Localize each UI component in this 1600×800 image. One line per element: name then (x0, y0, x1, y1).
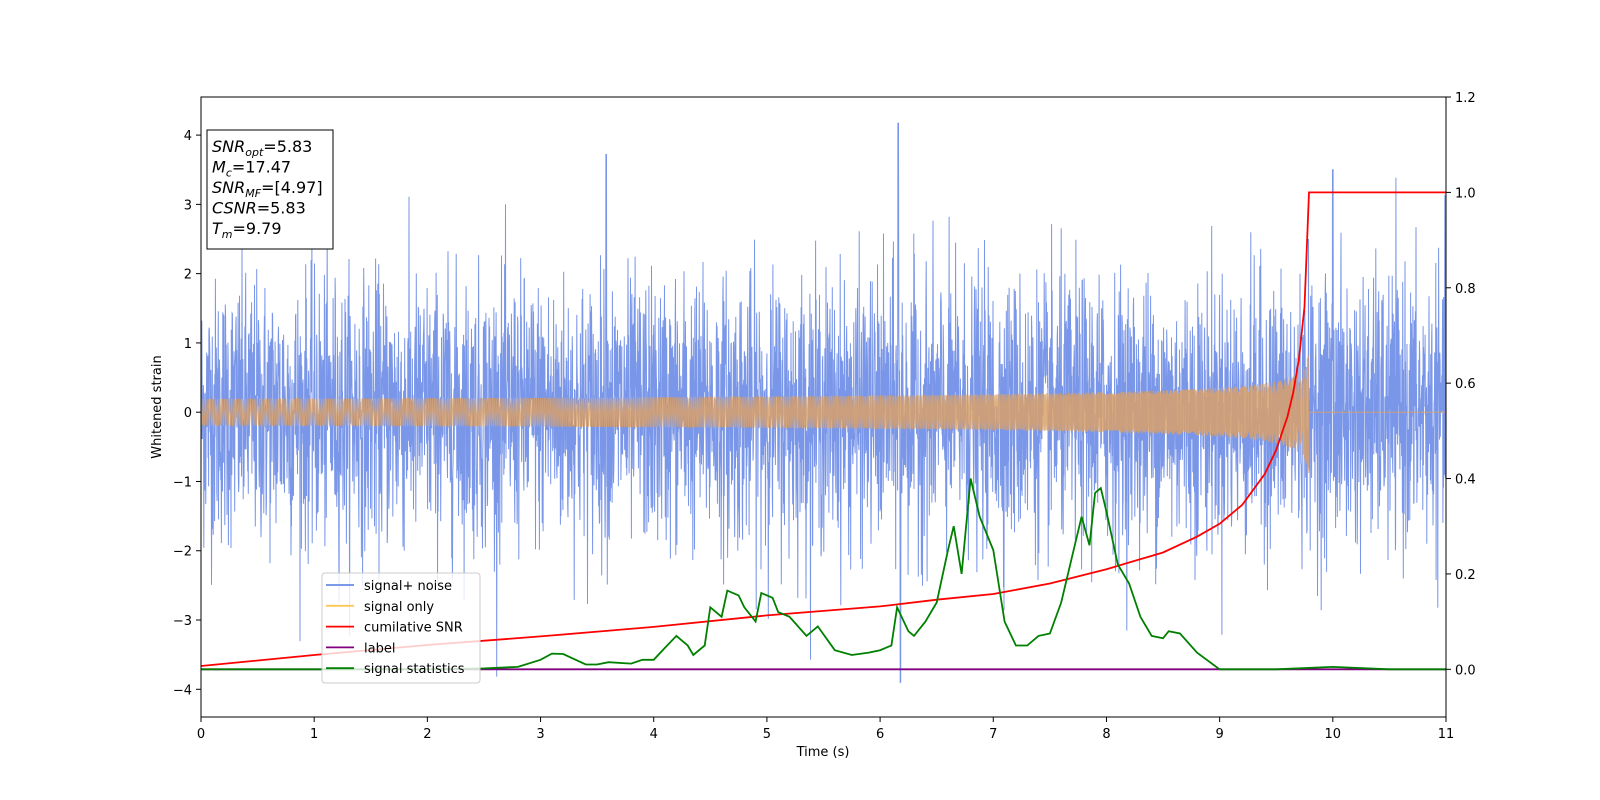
legend-label: signal+ noise (364, 579, 452, 594)
y-left-tick-label: −4 (173, 683, 192, 698)
info-line: Mc=17.47 (212, 158, 291, 180)
series-cumilative-snr (201, 191, 1446, 667)
series-signal-only (201, 355, 1446, 474)
info-var: SNR (212, 178, 245, 197)
info-value: =5.83 (263, 137, 312, 156)
y-right-tick-label: 1.0 (1455, 186, 1476, 201)
info-line: SNRMF=[4.97] (212, 178, 323, 200)
info-sub: c (226, 167, 232, 180)
legend-label: signal only (364, 600, 434, 615)
y-left-tick-label: 2 (184, 268, 192, 283)
legend-label: signal statistics (364, 662, 465, 677)
y-right-tick-label: 0.2 (1455, 568, 1476, 583)
info-sub: opt (245, 146, 264, 159)
x-tick-label: 4 (650, 727, 658, 742)
info-value: =9.79 (233, 219, 282, 238)
info-var: CSNR (212, 199, 257, 218)
x-tick-label: 5 (763, 727, 771, 742)
info-box: SNRopt=5.83Mc=17.47SNRMF=[4.97]CSNR=5.83… (206, 129, 334, 250)
y-left-tick-label: 0 (184, 406, 192, 421)
legend-frame (321, 572, 481, 684)
y-left-tick-label: 1 (184, 337, 192, 352)
axes-layer: 0 1 2 3 4 5 6 7 8 9 10 11 −4 −3 −2 −1 0 1 2 3 4 0.0 0.2 0.4 0.6 0… (173, 91, 1476, 742)
info-var: M (212, 158, 226, 177)
info-var: T (212, 219, 223, 238)
y-right-tick-label: 0.6 (1455, 377, 1476, 392)
info-value: =[4.97] (261, 178, 323, 197)
x-tick-label: 1 (310, 727, 318, 742)
x-tick-label: 11 (1438, 727, 1455, 742)
series-signal-statistics (201, 478, 1446, 671)
legend: signal+ noise signal only cumilative SNR la… (321, 572, 481, 684)
y-right-tick-label: 0.8 (1455, 282, 1476, 297)
y-left-tick-label: 3 (184, 198, 192, 213)
y-left-tick-label: −2 (173, 545, 192, 560)
info-value: =17.47 (232, 158, 291, 177)
y-left-tick-label: −3 (173, 614, 192, 629)
x-tick-label: 9 (1215, 727, 1223, 742)
plot-frame (200, 96, 1447, 718)
y-left-tick-label: 4 (184, 129, 192, 144)
y-right-tick-label: 0.4 (1455, 473, 1476, 488)
x-tick-label: 8 (1102, 727, 1110, 742)
y-axis-label: Whitened strain (150, 355, 165, 458)
x-axis-label: Time (s) (796, 745, 850, 760)
info-line: Tm=9.79 (212, 219, 282, 241)
info-line: CSNR=5.83 (212, 199, 306, 218)
y-right-tick-label: 1.2 (1455, 91, 1476, 106)
info-line: SNRopt=5.83 (212, 137, 312, 159)
x-tick-label: 2 (423, 727, 431, 742)
info-sub: m (222, 228, 233, 241)
info-value: =5.83 (257, 199, 306, 218)
x-tick-label: 6 (876, 727, 884, 742)
info-box-frame (206, 129, 334, 250)
x-tick-label: 10 (1325, 727, 1342, 742)
info-sub: MF (245, 187, 261, 200)
x-tick-label: 3 (536, 727, 544, 742)
y-right-tick-label: 0.0 (1455, 663, 1476, 678)
info-var: SNR (212, 137, 245, 156)
legend-label: label (364, 641, 395, 656)
x-tick-label: 7 (989, 727, 997, 742)
x-tick-label: 0 (197, 727, 205, 742)
y-left-tick-label: −1 (173, 475, 192, 490)
legend-label: cumilative SNR (364, 621, 463, 636)
